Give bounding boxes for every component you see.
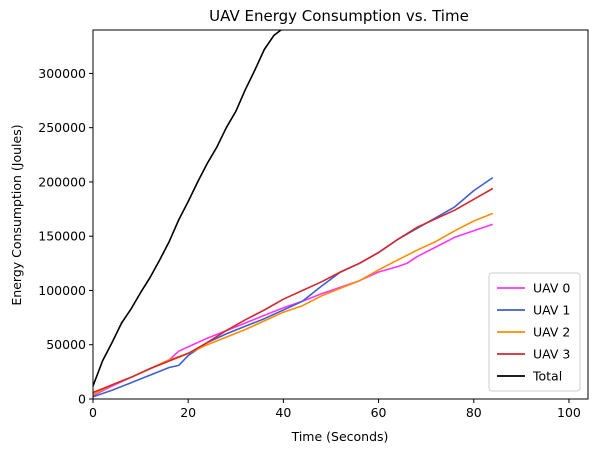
y-tick-label: 250000 <box>38 120 86 135</box>
series-line-uav-0 <box>93 223 494 397</box>
x-tick-label: 20 <box>180 405 196 420</box>
legend-label: UAV 0 <box>533 281 570 296</box>
series-line-total <box>93 30 282 387</box>
y-tick-label: 150000 <box>38 229 86 244</box>
x-axis-label: Time (Seconds) <box>291 429 389 444</box>
legend-label: UAV 3 <box>533 347 570 362</box>
legend: UAV 0 UAV 1 UAV 2 UAV 3 Total <box>488 272 581 392</box>
legend-label: Total <box>532 369 562 384</box>
series-line-uav-3 <box>93 187 494 394</box>
y-axis-label: Energy Consumption (Joules) <box>9 124 24 305</box>
x-tick-label: 100 <box>557 405 581 420</box>
plot-lines <box>93 30 494 398</box>
x-axis: 0 20 40 60 80 100 <box>89 399 581 420</box>
y-tick-label: 0 <box>78 392 86 407</box>
legend-label: UAV 1 <box>533 303 570 318</box>
x-tick-label: 80 <box>466 405 482 420</box>
legend-label: UAV 2 <box>533 325 570 340</box>
chart-title: UAV Energy Consumption vs. Time <box>209 7 469 25</box>
y-tick-label: 100000 <box>38 283 86 298</box>
x-tick-label: 60 <box>371 405 387 420</box>
x-tick-label: 40 <box>275 405 291 420</box>
legend-box <box>488 272 581 392</box>
y-axis: 0 50000 100000 150000 200000 250000 300000 <box>38 66 93 407</box>
x-tick-label: 0 <box>89 405 97 420</box>
y-tick-label: 200000 <box>38 174 86 189</box>
plot-frame <box>92 29 589 400</box>
series-line-uav-1 <box>93 176 494 398</box>
y-tick-label: 50000 <box>46 337 86 352</box>
y-tick-label: 300000 <box>38 66 86 81</box>
